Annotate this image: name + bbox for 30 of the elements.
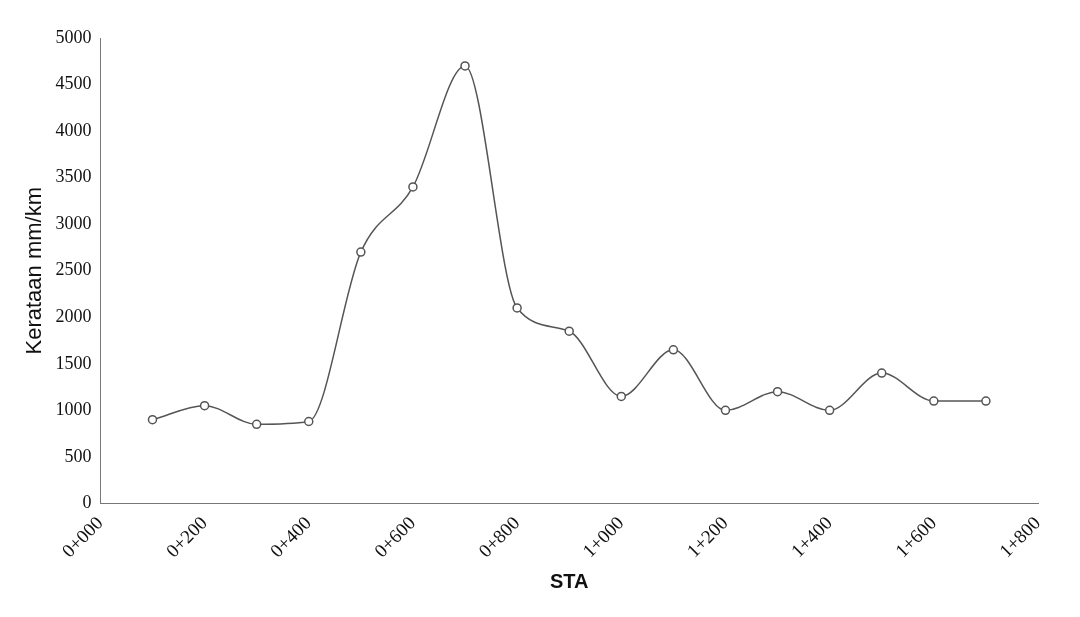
y-tick-label: 500 [64,445,92,466]
point [356,247,366,257]
point [408,182,418,192]
y-tick-label: 2500 [55,259,92,280]
point [147,414,158,425]
y-tick-label: 3000 [55,212,92,233]
y-tick-label: 2000 [55,305,92,326]
point [772,386,783,397]
y-axis-title: Kerataan mm/km [21,186,47,355]
y-tick-label: 1500 [55,352,92,373]
y-tick-label: 4500 [55,73,92,94]
point [824,405,835,416]
y-tick-label: 5000 [55,26,92,47]
point [876,368,887,378]
point [929,396,939,406]
point [564,326,574,336]
point [251,419,262,430]
point [304,416,314,427]
point [616,391,627,402]
y-tick-label: 0 [82,492,92,513]
y-tick-label: 3500 [55,166,92,187]
x-axis-title: STA [549,569,589,592]
point [720,405,731,416]
point [199,400,210,411]
point [981,396,991,406]
point [668,345,679,355]
y-tick-label: 4000 [55,119,92,140]
point [460,61,470,71]
point [512,303,522,313]
y-tick-label: 1000 [55,399,92,420]
